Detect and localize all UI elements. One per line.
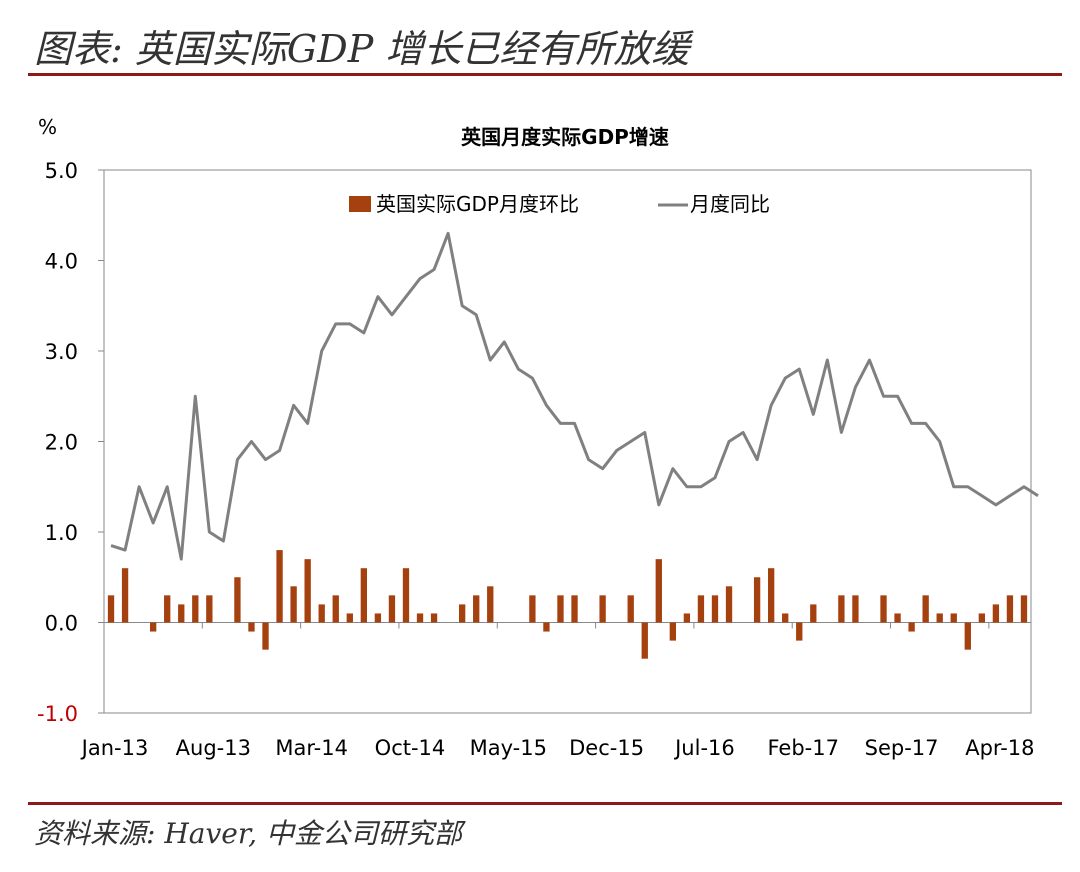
bar-mom	[669, 622, 677, 641]
bar-mom	[894, 613, 901, 623]
bar-mom	[416, 613, 424, 623]
legend-line-label: 月度同比	[690, 192, 770, 216]
bar-mom	[725, 586, 733, 623]
bar-mom	[234, 577, 241, 623]
bar-mom	[1020, 595, 1028, 623]
bar-mom	[753, 577, 761, 623]
bar-mom	[402, 568, 410, 623]
figure-title: 图表: 英国实际GDP 增长已经有所放缓	[34, 27, 690, 71]
legend: 英国实际GDP月度环比 月度同比	[349, 192, 770, 216]
bar-mom	[950, 613, 957, 623]
bar-mom	[655, 559, 662, 623]
bar-mom	[1006, 595, 1014, 623]
bar-mom	[683, 613, 691, 623]
y-tick-label: 5.0	[45, 159, 78, 183]
x-ticks: Jan-13 Aug-13 Mar-14 Oct-14 May-15 Dec-15 Jul-…	[80, 622, 1035, 760]
chart-title: 英国月度实际GDP增速	[461, 125, 669, 149]
bar-mom	[374, 613, 382, 623]
bar-mom	[936, 613, 943, 623]
y-tick-label: -1.0	[37, 702, 78, 726]
bar-mom	[557, 595, 564, 623]
bar-mom	[360, 568, 368, 623]
bar-mom	[697, 595, 705, 623]
x-tick-label: Oct-14	[375, 736, 446, 760]
bar-mom	[276, 550, 283, 623]
bar-mom	[880, 595, 887, 623]
bar-mom	[248, 622, 255, 632]
x-tick-label: Jan-13	[80, 736, 149, 760]
bar-series	[107, 550, 1028, 659]
legend-bar-label: 英国实际GDP月度环比	[376, 192, 579, 216]
bar-mom	[178, 604, 185, 623]
legend-bar-swatch	[349, 196, 371, 212]
bar-mom	[838, 595, 845, 623]
bar-mom	[149, 622, 157, 632]
x-tick-label: May-15	[470, 736, 547, 760]
bar-mom	[711, 595, 719, 623]
top-rule	[28, 73, 1062, 76]
bar-mom	[599, 595, 606, 623]
bar-mom	[206, 595, 213, 623]
x-tick-label: Feb-17	[768, 736, 839, 760]
bar-mom	[922, 595, 929, 623]
x-tick-label: Mar-14	[275, 736, 348, 760]
bar-mom	[810, 604, 817, 623]
y-tick-label: 0.0	[45, 612, 78, 636]
bar-mom	[782, 613, 789, 623]
bar-mom	[346, 613, 353, 623]
x-tick-label: Apr-18	[965, 736, 1034, 760]
bar-mom	[487, 586, 494, 623]
bar-mom	[332, 595, 339, 623]
y-tick-label: 1.0	[45, 521, 78, 545]
bar-mom	[627, 595, 634, 623]
plot-frame	[103, 169, 1032, 714]
x-tick-label: Dec-15	[569, 736, 644, 760]
bar-mom	[767, 568, 775, 623]
bar-mom	[262, 622, 269, 650]
bar-mom	[529, 595, 536, 623]
bar-mom	[992, 604, 1000, 623]
bar-mom	[543, 622, 550, 632]
bar-mom	[978, 613, 986, 623]
bar-mom	[290, 586, 297, 623]
y-tick-label: 4.0	[45, 250, 78, 274]
bar-mom	[388, 595, 396, 623]
bar-mom	[796, 622, 803, 641]
bar-mom	[908, 622, 915, 632]
bar-mom	[318, 604, 325, 623]
bar-mom	[430, 613, 438, 623]
x-tick-label: Sep-17	[865, 736, 939, 760]
chart-svg: 5.0 4.0 3.0 2.0 1.0 0.0 -1.0 Jan-13 Aug-13 Mar-1…	[37, 115, 1039, 760]
bar-mom	[964, 622, 971, 650]
bar-mom	[107, 595, 115, 623]
bar-mom	[164, 595, 171, 623]
bar-mom	[458, 604, 466, 623]
bar-mom	[192, 595, 199, 623]
bar-mom	[571, 595, 578, 623]
bar-mom	[852, 595, 859, 623]
bar-mom	[641, 622, 648, 659]
figure-source: 资料来源: Haver, 中金公司研究部	[34, 817, 462, 850]
bar-mom	[121, 568, 129, 623]
bar-mom	[473, 595, 480, 623]
y-tick-label: 3.0	[45, 340, 78, 364]
y-ticks: 5.0 4.0 3.0 2.0 1.0 0.0 -1.0	[37, 159, 104, 726]
x-tick-label: Jul-16	[673, 736, 735, 760]
x-tick-label: Aug-13	[176, 736, 251, 760]
y-unit-label: %	[38, 115, 57, 139]
bar-mom	[304, 559, 311, 623]
y-tick-label: 2.0	[45, 431, 78, 455]
bottom-rule	[28, 802, 1062, 805]
yoy-line-series	[110, 231, 1039, 561]
